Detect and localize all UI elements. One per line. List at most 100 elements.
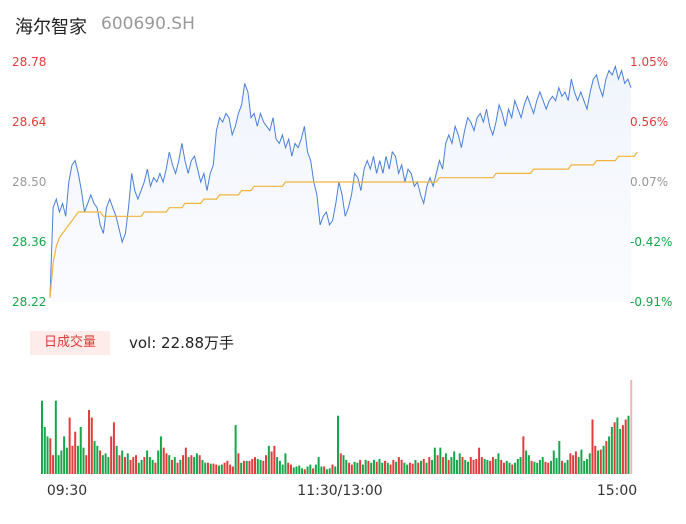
volume-bar <box>337 415 339 474</box>
volume-bar <box>129 459 132 474</box>
volume-bar <box>209 463 212 474</box>
volume-bar <box>364 459 367 474</box>
volume-bar <box>259 459 262 474</box>
volume-bar <box>143 457 146 474</box>
volume-bar <box>168 455 171 474</box>
volume-bar <box>104 453 107 474</box>
volume-bar <box>265 455 268 474</box>
volume-bar <box>472 459 475 474</box>
volume-bar <box>447 459 450 474</box>
volume-bar <box>251 458 254 474</box>
volume-bar <box>461 457 464 474</box>
volume-bar <box>154 462 157 474</box>
volume-bar <box>353 461 356 474</box>
y-tick-right: 1.05% <box>630 55 668 69</box>
volume-bar <box>320 466 323 474</box>
volume-bar <box>403 462 406 474</box>
volume-bar <box>162 447 165 474</box>
volume-bar <box>508 462 511 474</box>
volume-bar <box>370 462 373 474</box>
volume-bar <box>348 462 351 474</box>
volume-bar <box>151 459 154 474</box>
volume-bar <box>173 457 176 474</box>
volume-bar <box>591 419 594 474</box>
volume-bar <box>397 457 400 474</box>
volume-bar <box>267 445 270 474</box>
volume-bar <box>278 460 281 474</box>
volume-bar <box>583 460 586 474</box>
volume-bar <box>453 451 456 474</box>
volume-bar <box>544 461 547 474</box>
volume-bar <box>552 450 555 474</box>
volume-bar <box>123 457 126 474</box>
volume-bar <box>101 455 104 474</box>
volume-bar <box>527 455 530 474</box>
volume-bar <box>334 466 337 474</box>
volume-bar <box>400 459 403 474</box>
volume-bar <box>306 466 309 474</box>
volume-bar <box>613 422 616 474</box>
volume-bar <box>140 459 143 474</box>
volume-bar <box>76 445 79 474</box>
volume-bar <box>303 469 306 474</box>
volume-bar <box>439 447 442 474</box>
volume-bar <box>198 455 201 474</box>
volume-bar <box>519 457 522 474</box>
volume-bar <box>569 453 572 474</box>
y-tick-left: 28.22 <box>12 295 46 309</box>
volume-bar <box>65 447 68 474</box>
volume-bar <box>450 457 453 474</box>
volume-bar <box>411 463 414 474</box>
volume-bar <box>458 453 461 474</box>
volume-bar <box>237 453 240 474</box>
volume-bar <box>121 450 124 474</box>
volume-bar <box>176 462 179 474</box>
volume-bar <box>630 380 633 474</box>
volume-bar <box>356 462 359 474</box>
volume-bar <box>464 459 467 474</box>
volume-bar <box>367 460 370 474</box>
volume-bar <box>378 458 381 474</box>
volume-bar <box>43 427 46 474</box>
volume-bar <box>425 462 428 474</box>
volume-bar <box>331 464 334 474</box>
volume-bar <box>54 400 57 474</box>
volume-bar <box>444 453 447 474</box>
volume-bar <box>165 453 168 474</box>
volume-bar <box>46 436 49 474</box>
volume-bar <box>49 438 52 474</box>
volume-bar <box>193 457 196 474</box>
volume-bar <box>541 457 544 474</box>
volume-bar <box>608 436 611 474</box>
volume-bar <box>82 447 85 474</box>
stock-code: 600690.SH <box>101 14 195 34</box>
volume-bar <box>599 449 602 474</box>
volume-bar <box>256 458 259 474</box>
volume-bar <box>478 447 481 474</box>
volume-bar <box>112 422 115 474</box>
volume-bar <box>287 462 290 474</box>
volume-bar <box>71 445 74 474</box>
volume-bar <box>245 460 248 474</box>
volume-bar <box>408 462 411 474</box>
volume-bar <box>489 460 492 474</box>
y-tick-left: 28.78 <box>12 55 46 69</box>
volume-bar <box>514 462 517 474</box>
volume-bar <box>52 455 55 474</box>
volume-bar <box>417 462 420 474</box>
volume-bar <box>563 462 566 474</box>
volume-bar <box>301 468 304 474</box>
volume-bar <box>90 417 93 474</box>
volume-bar <box>182 455 185 474</box>
volume-bar <box>414 459 417 474</box>
volume-bar <box>231 466 234 474</box>
volume-bar <box>159 436 162 474</box>
volume-bar <box>455 459 458 474</box>
volume-bar <box>419 460 422 474</box>
volume-bar <box>110 436 113 474</box>
volume-bar <box>433 447 436 474</box>
volume-bar <box>511 464 514 474</box>
volume-bar <box>436 455 439 474</box>
volume-bar <box>580 449 583 474</box>
volume-bar <box>135 455 138 474</box>
